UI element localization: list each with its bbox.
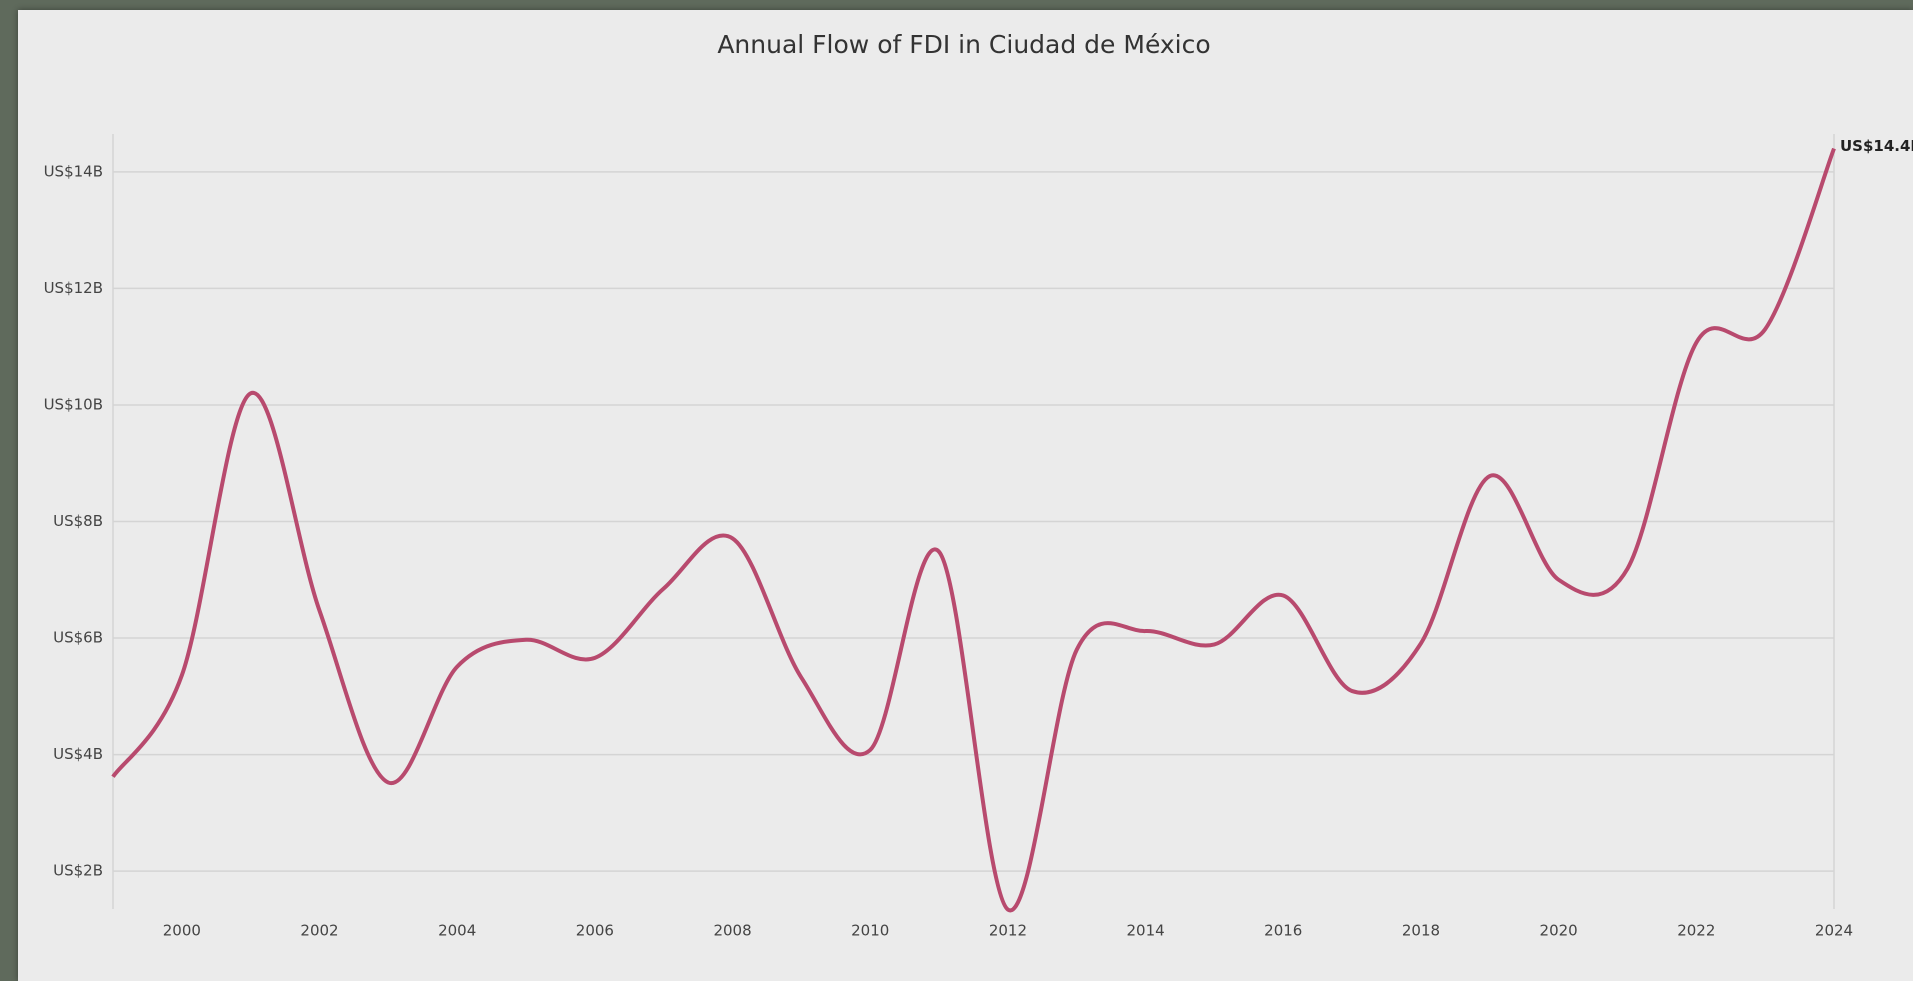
y-tick-label: US$12B xyxy=(44,279,103,297)
y-tick-label: US$6B xyxy=(53,629,103,647)
x-tick-label: 2024 xyxy=(1815,922,1853,940)
x-tick-label: 2010 xyxy=(851,922,889,940)
x-tick-label: 2002 xyxy=(300,922,338,940)
chart-title: Annual Flow of FDI in Ciudad de México xyxy=(717,30,1210,59)
y-tick-label: US$14B xyxy=(44,162,103,180)
x-tick-label: 2012 xyxy=(989,922,1027,940)
value-label: US$14.4B xyxy=(1840,137,1913,155)
y-tick-label: US$10B xyxy=(44,395,103,413)
page: {"chart_data": {"type": "line", "title":… xyxy=(0,0,1913,981)
y-tick-label: US$2B xyxy=(53,862,103,880)
y-tick-label: US$4B xyxy=(53,745,103,763)
x-tick-label: 2006 xyxy=(576,922,614,940)
x-tick-label: 2004 xyxy=(438,922,476,940)
x-tick-label: 2018 xyxy=(1402,922,1440,940)
chart: Annual Flow of FDI in Ciudad de México U… xyxy=(18,10,1913,981)
y-tick-label: US$8B xyxy=(53,512,103,530)
x-tick-label: 2022 xyxy=(1677,922,1715,940)
x-tick-label: 2008 xyxy=(713,922,751,940)
x-tick-label: 2014 xyxy=(1127,922,1165,940)
x-tick-label: 2020 xyxy=(1540,922,1578,940)
x-tick-label: 2000 xyxy=(163,922,201,940)
data-line xyxy=(113,149,1834,911)
x-tick-label: 2016 xyxy=(1264,922,1302,940)
chart-panel: Annual Flow of FDI in Ciudad de México U… xyxy=(18,10,1913,981)
